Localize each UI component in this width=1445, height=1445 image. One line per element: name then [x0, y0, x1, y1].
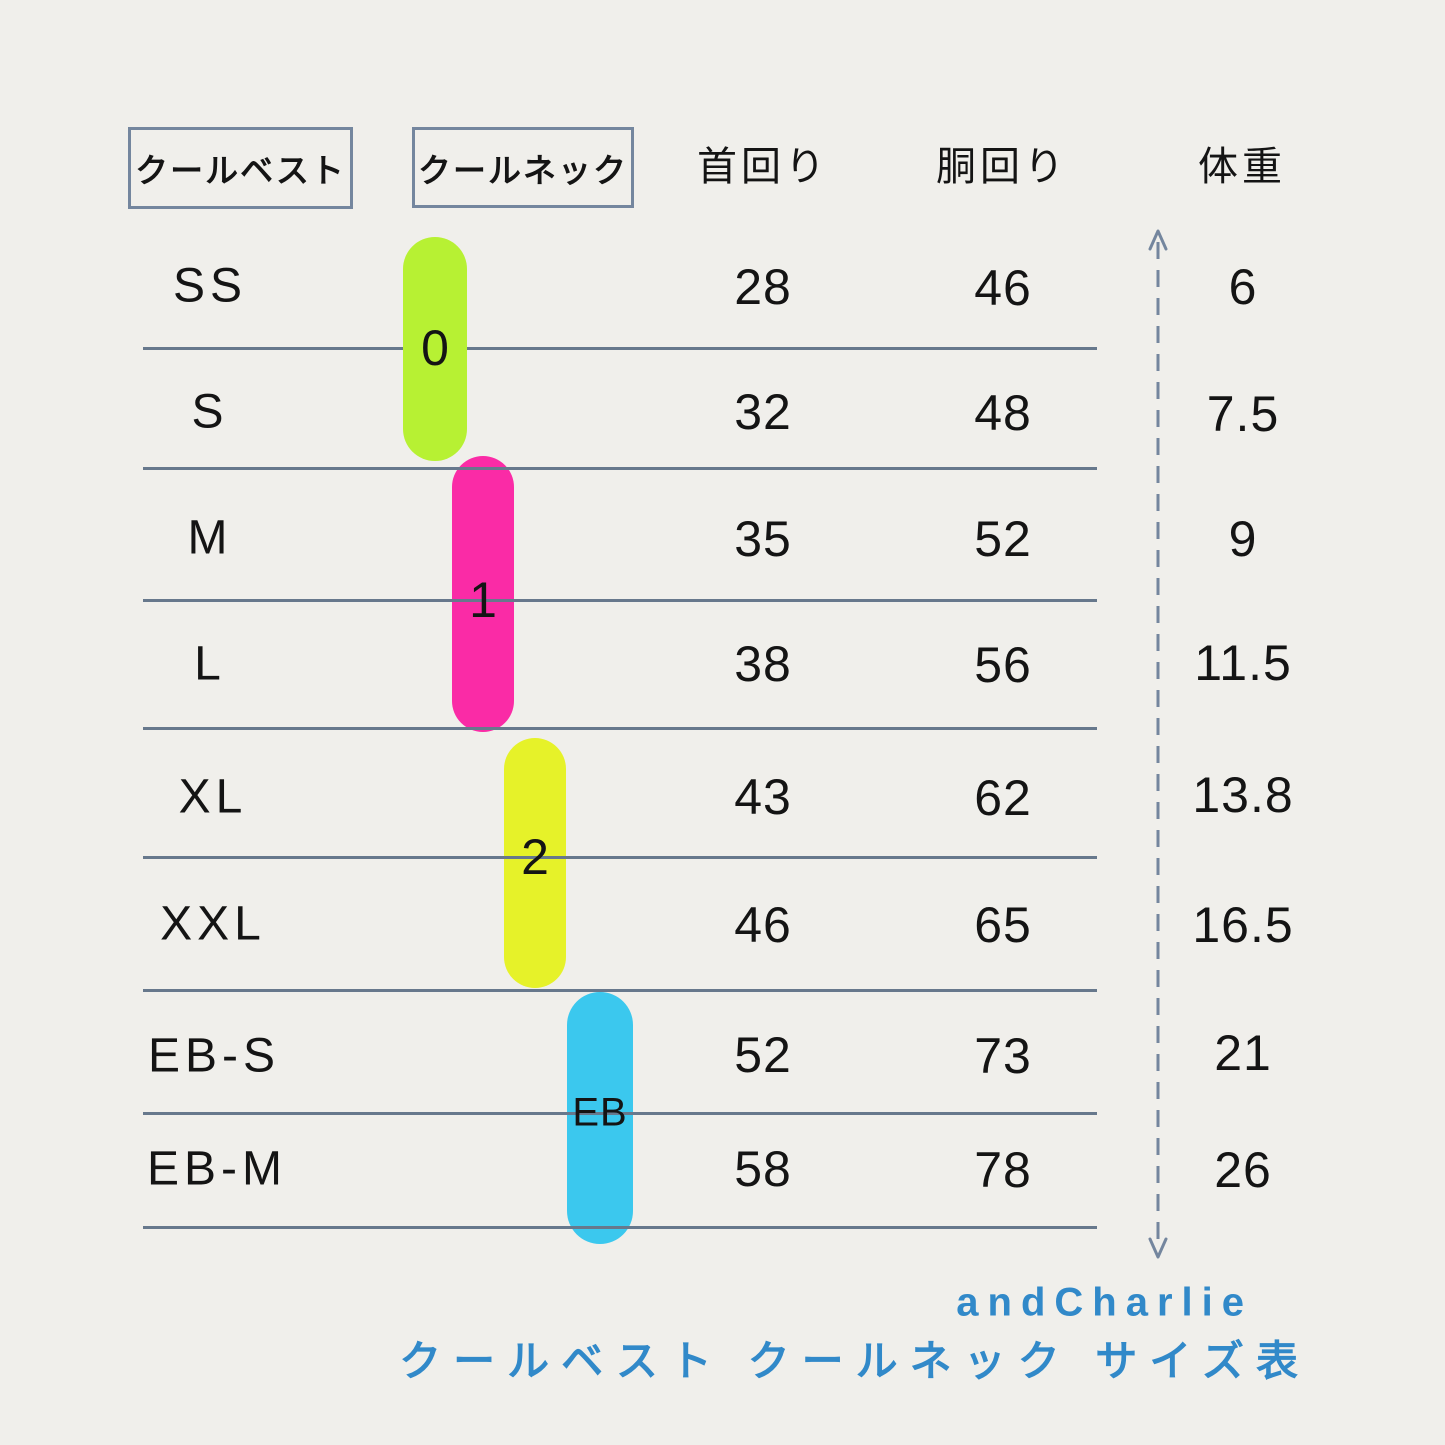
- size-cell: EB-S: [147, 1029, 281, 1083]
- brand-name: andCharlie: [956, 1280, 1253, 1325]
- row-divider: [143, 989, 1097, 992]
- chart-subtitle: クールベスト クールネック サイズ表: [399, 1337, 1310, 1385]
- row-divider: [143, 347, 1097, 350]
- weight-cell: 9: [1228, 511, 1258, 567]
- group-label-eb: EB: [572, 1090, 628, 1135]
- girth-cell: 65: [974, 897, 1032, 953]
- row-divider: [143, 1226, 1097, 1229]
- weight-cell: 11.5: [1194, 635, 1292, 691]
- neck-cell: 38: [734, 636, 792, 692]
- size-cell: L: [194, 637, 226, 691]
- size-cell: XL: [178, 770, 248, 824]
- row-divider: [143, 856, 1097, 859]
- girth-cell: 48: [974, 385, 1032, 441]
- size-cell: XXL: [160, 897, 266, 951]
- vest-category-box: クールベスト: [128, 127, 353, 209]
- weight-cell: 26: [1214, 1142, 1272, 1198]
- row-divider: [143, 599, 1097, 602]
- neck-cell: 35: [734, 511, 792, 567]
- vest-category-label: クールベスト: [135, 152, 346, 189]
- group-pill-2: [504, 738, 566, 988]
- neck-cell: 46: [734, 897, 792, 953]
- column-header-weight: 体重: [1198, 145, 1286, 189]
- row-divider: [143, 467, 1097, 470]
- neck-category-label: クールネック: [418, 151, 628, 189]
- girth-cell: 56: [974, 637, 1032, 693]
- girth-cell: 52: [974, 511, 1032, 567]
- group-label-0: 0: [421, 320, 449, 376]
- weight-cell: 6: [1228, 259, 1258, 315]
- size-cell: EB-M: [147, 1142, 287, 1196]
- group-label-1: 1: [469, 572, 497, 628]
- row-divider: [143, 727, 1097, 730]
- group-pill-1: [452, 456, 514, 732]
- weight-cell: 21: [1214, 1025, 1272, 1081]
- girth-cell: 62: [974, 770, 1032, 826]
- row-divider: [143, 1112, 1097, 1115]
- weight-cell: 7.5: [1206, 386, 1280, 442]
- group-pill-eb: [567, 992, 633, 1244]
- neck-cell: 28: [734, 259, 792, 315]
- column-header-neck: 首回り: [697, 145, 829, 189]
- weight-cell: 16.5: [1192, 897, 1294, 953]
- group-label-2: 2: [521, 829, 549, 885]
- girth-cell: 73: [974, 1028, 1032, 1084]
- girth-cell: 78: [974, 1142, 1032, 1198]
- weight-cell: 13.8: [1192, 767, 1294, 823]
- neck-cell: 32: [734, 384, 792, 440]
- size-cell: S: [191, 385, 229, 439]
- weight-axis-arrow-icon: [1148, 229, 1168, 1259]
- neck-category-box: クールネック: [412, 127, 634, 208]
- column-header-girth: 胴回り: [936, 145, 1068, 189]
- group-pill-0: [403, 237, 467, 461]
- neck-cell: 58: [734, 1141, 792, 1197]
- neck-cell: 52: [734, 1027, 792, 1083]
- girth-cell: 46: [974, 260, 1032, 316]
- size-cell: M: [187, 511, 233, 565]
- neck-cell: 43: [734, 769, 792, 825]
- size-cell: SS: [172, 259, 248, 313]
